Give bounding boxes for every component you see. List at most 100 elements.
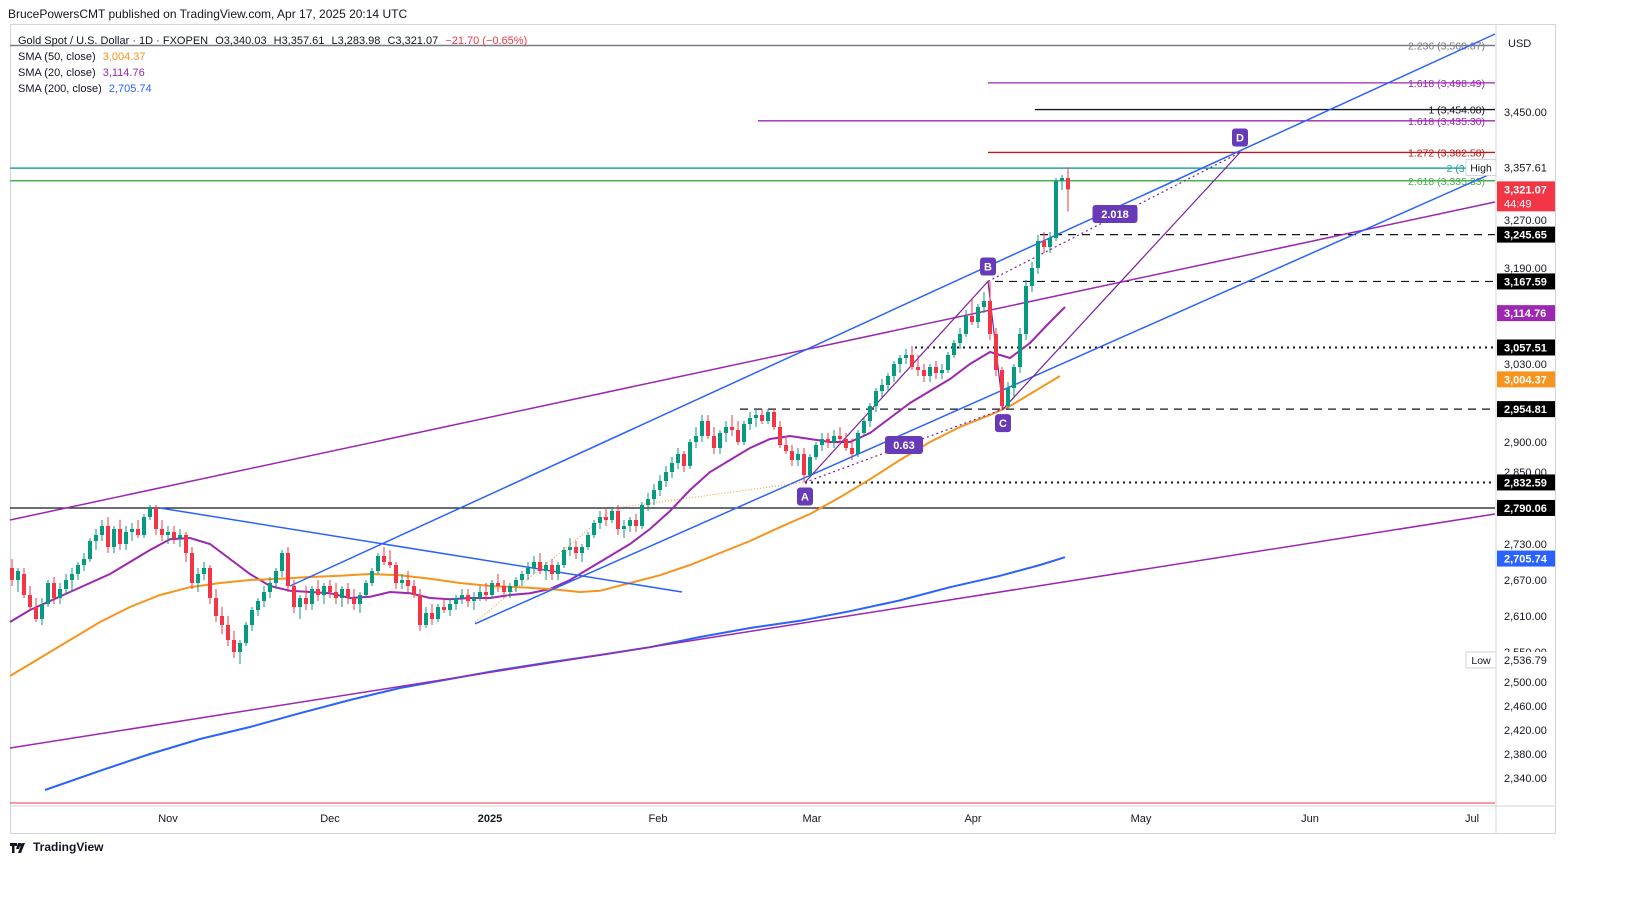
candle[interactable] (826, 433, 830, 448)
candle[interactable] (382, 547, 386, 565)
candle[interactable] (346, 583, 350, 604)
candle[interactable] (736, 421, 740, 445)
candle[interactable] (892, 361, 896, 382)
candle[interactable] (466, 589, 470, 607)
candle[interactable] (250, 607, 254, 631)
candle[interactable] (970, 298, 974, 325)
candle[interactable] (400, 574, 404, 589)
ratio-label[interactable]: 2.018 (1092, 205, 1138, 223)
legend-sma20-row[interactable]: SMA (20, close) 3,114.76 (18, 65, 527, 81)
candle[interactable] (472, 592, 476, 610)
candle[interactable] (874, 388, 878, 412)
candle[interactable] (814, 442, 818, 460)
candle[interactable] (550, 559, 554, 580)
price-tag-last[interactable]: 3,321.07 44:49 (1497, 181, 1555, 212)
candle[interactable] (640, 502, 644, 529)
harmonic-point-b[interactable]: B (980, 257, 996, 276)
candle[interactable] (388, 550, 392, 568)
candle[interactable] (430, 604, 434, 625)
trend-line[interactable] (474, 481, 806, 623)
candle[interactable] (118, 520, 122, 550)
price-tag-level[interactable]: 3,245.65 (1497, 226, 1555, 243)
candle[interactable] (514, 577, 518, 592)
currency-label[interactable]: USD (1508, 38, 1531, 50)
candle[interactable] (124, 526, 128, 550)
candle[interactable] (682, 451, 686, 472)
price-tag-level[interactable]: 2,832.59 (1497, 474, 1555, 491)
candle[interactable] (850, 439, 854, 460)
sma-line[interactable] (44, 556, 1066, 791)
candle[interactable] (136, 520, 140, 538)
candle[interactable] (724, 421, 728, 442)
trend-line[interactable] (474, 171, 1496, 625)
candle[interactable] (886, 373, 890, 391)
candle[interactable] (424, 607, 428, 628)
sma-line[interactable] (9, 375, 1061, 677)
candle[interactable] (754, 409, 758, 427)
candle[interactable] (694, 427, 698, 448)
candle[interactable] (106, 517, 110, 553)
candle[interactable] (856, 430, 860, 457)
candle[interactable] (370, 568, 374, 586)
candle[interactable] (34, 598, 38, 622)
candle[interactable] (658, 475, 662, 496)
trend-line[interactable] (159, 507, 683, 593)
candle[interactable] (532, 556, 536, 574)
trend-line[interactable] (9, 513, 1496, 749)
candle[interactable] (238, 640, 242, 664)
candle[interactable] (202, 562, 206, 580)
candle[interactable] (1000, 367, 1004, 409)
candle[interactable] (1006, 382, 1010, 409)
candle[interactable] (880, 379, 884, 397)
harmonic-point-a[interactable]: A (797, 487, 813, 506)
candle[interactable] (790, 445, 794, 466)
candle[interactable] (796, 448, 800, 466)
candle[interactable] (946, 352, 950, 373)
harmonic-point-d[interactable]: D (1232, 128, 1248, 147)
candle[interactable] (1018, 328, 1022, 373)
candle[interactable] (1036, 235, 1040, 274)
candle[interactable] (310, 586, 314, 610)
candle[interactable] (262, 586, 266, 607)
candle[interactable] (706, 415, 710, 439)
price-tag-sma[interactable]: 3,004.37 (1497, 371, 1555, 388)
candle[interactable] (802, 448, 806, 483)
candle[interactable] (154, 505, 158, 535)
candle[interactable] (1012, 364, 1016, 397)
price-tag-level[interactable]: 3,167.59 (1497, 273, 1555, 290)
candle[interactable] (178, 529, 182, 547)
candle[interactable] (538, 553, 542, 574)
candle[interactable] (454, 595, 458, 610)
candle[interactable] (490, 580, 494, 598)
trend-line[interactable] (9, 201, 1496, 521)
candle[interactable] (934, 361, 938, 379)
candle[interactable] (268, 577, 272, 598)
candle[interactable] (436, 604, 440, 622)
candle[interactable] (166, 526, 170, 544)
candle[interactable] (820, 433, 824, 451)
candle[interactable] (700, 415, 704, 442)
candle[interactable] (586, 532, 590, 550)
candle[interactable] (52, 577, 56, 604)
candle[interactable] (838, 427, 842, 445)
candle[interactable] (196, 568, 200, 592)
candle[interactable] (448, 598, 452, 616)
candle[interactable] (1054, 178, 1058, 241)
candle[interactable] (562, 547, 566, 568)
candle[interactable] (70, 568, 74, 592)
candle[interactable] (598, 511, 602, 529)
candle[interactable] (676, 448, 680, 469)
price-tag-level[interactable]: 3,057.51 (1497, 339, 1555, 356)
candle[interactable] (328, 580, 332, 598)
candle[interactable] (76, 562, 80, 580)
candle[interactable] (376, 553, 380, 574)
candle[interactable] (40, 598, 44, 625)
candle[interactable] (352, 589, 356, 610)
candle[interactable] (394, 562, 398, 589)
candle[interactable] (160, 520, 164, 541)
candle[interactable] (412, 580, 416, 598)
candle[interactable] (610, 508, 614, 523)
candle[interactable] (748, 412, 752, 430)
candle[interactable] (82, 553, 86, 571)
